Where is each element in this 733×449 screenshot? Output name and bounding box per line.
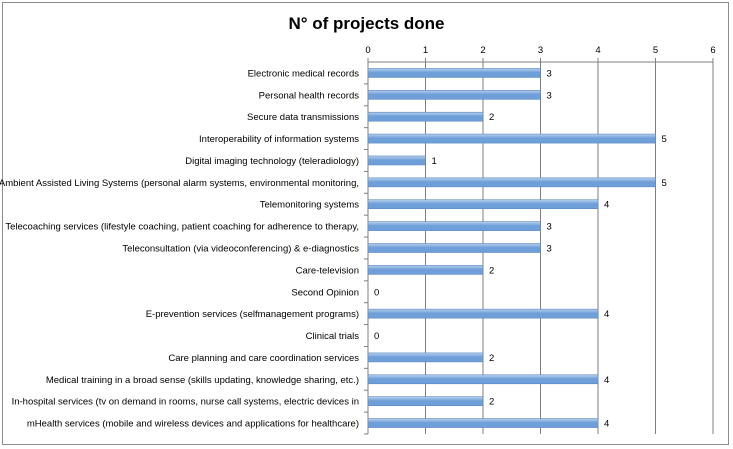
category-label: Digital imaging technology (teleradiolog… [185,156,359,167]
x-tick-label: 6 [710,45,715,56]
data-label: 2 [489,353,494,364]
bar [367,308,599,319]
category-label: Second Opinion [291,287,359,298]
bar [367,90,541,100]
chart-title: N° of projects done [288,14,445,33]
data-label: 5 [662,134,667,145]
chart-frame [2,2,729,445]
category-label: Clinical trials [306,331,360,342]
data-label: 0 [374,287,379,298]
category-label: Medical training in a broad sense (skill… [46,375,359,386]
category-label: Care-television [296,265,359,276]
bar [367,68,541,78]
category-labels: Electronic medical records Personal healt… [0,68,368,435]
data-label: 2 [489,397,494,408]
bar [367,111,484,122]
bar [367,199,599,210]
bar [367,374,599,385]
data-label: 1 [432,156,437,167]
category-label: Personal health records [259,90,360,101]
category-label: Telecoaching services (lifestyle coachin… [5,222,359,233]
data-label: 2 [489,265,494,276]
bar [367,265,484,275]
category-label: In-hospital services (tv on demand in ro… [12,397,359,408]
data-label: 3 [547,68,552,79]
x-tick-label: 1 [423,45,428,56]
bar [367,243,541,253]
x-tick-label: 2 [480,45,485,56]
data-label: 0 [374,331,379,342]
data-label: 3 [547,244,552,255]
bar [367,133,656,144]
category-label: mHealth services (mobile and wireless de… [27,419,359,430]
category-label: Electronic medical records [248,68,360,79]
x-tick-label: 3 [538,45,543,56]
category-label: Ambient Assisted Living Systems (persona… [0,178,359,189]
bar [367,177,656,188]
x-tick-label: 4 [595,45,600,56]
bars [367,68,656,428]
category-label: Care planning and care coordination serv… [168,353,359,364]
category-label: Secure data transmissions [247,112,359,123]
data-label: 4 [604,375,609,386]
data-label: 4 [604,309,609,320]
x-tick-label: 5 [653,45,658,56]
category-label: Interoperability of information systems [199,134,359,145]
bar [367,352,484,363]
x-axis-ticks: 0 1 2 3 4 5 6 [365,45,716,63]
data-label: 3 [547,222,552,233]
category-label: E-prevention services (selfmanagement pr… [146,309,359,320]
bar [367,155,426,166]
bar [367,418,599,428]
bar [367,396,484,406]
data-label: 4 [604,200,609,211]
category-label: Teleconsultation (via videoconferencing)… [122,244,359,255]
data-label: 2 [489,112,494,123]
data-label: 4 [604,419,609,430]
data-label: 3 [547,90,552,101]
category-label: Telemonitoring systems [260,200,360,211]
data-label: 5 [662,178,667,189]
bar [367,221,541,231]
data-labels: 3 3 2 5 1 5 4 3 3 2 0 4 0 2 4 2 4 [374,68,667,429]
x-tick-label: 0 [365,45,370,56]
